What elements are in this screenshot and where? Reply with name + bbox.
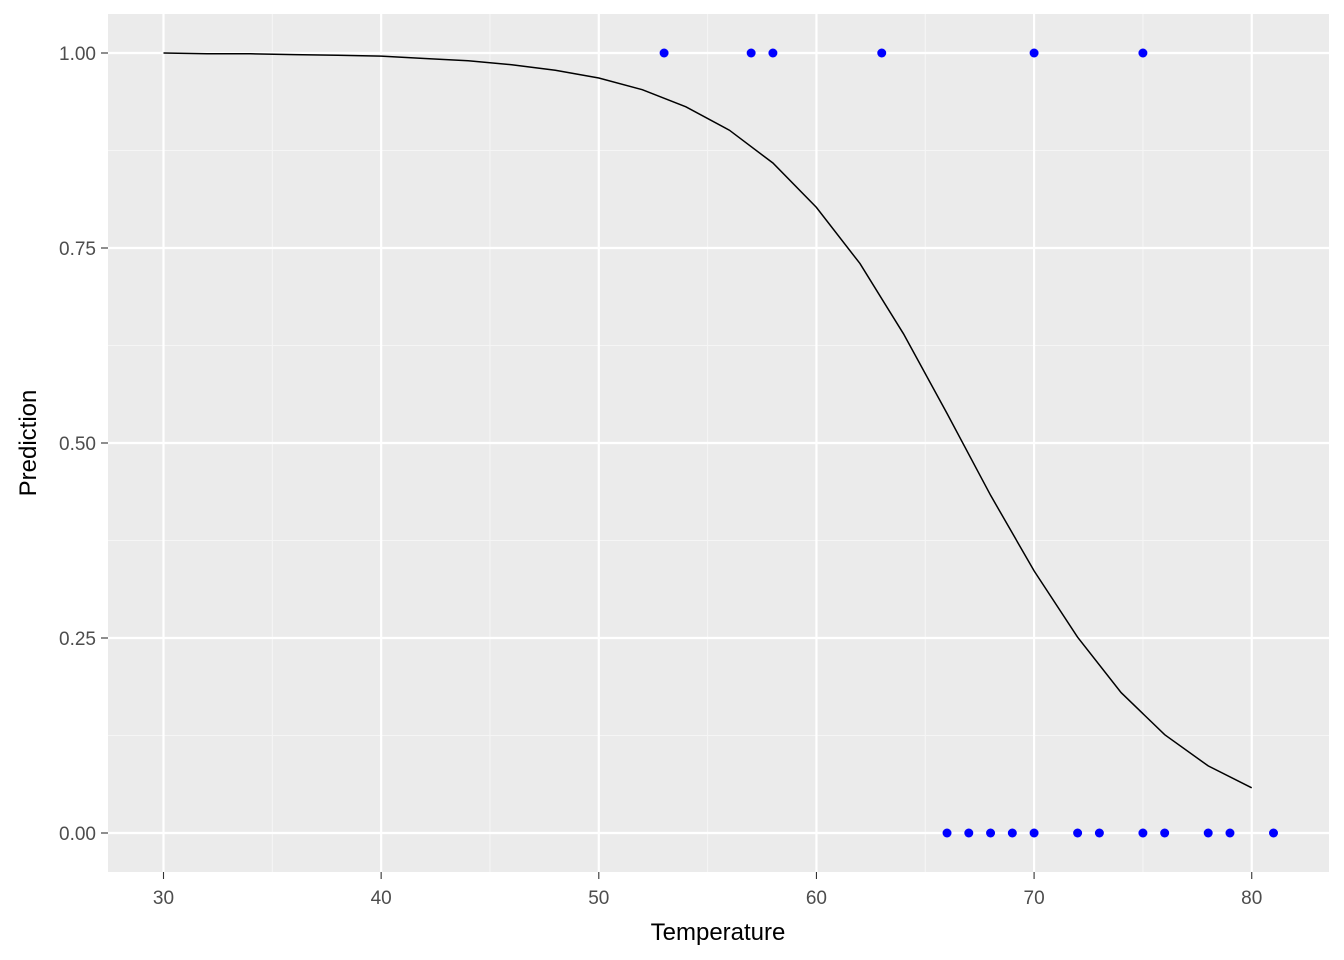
data-point: [1029, 828, 1039, 838]
data-point: [1138, 828, 1148, 838]
x-tick-label: 50: [588, 888, 609, 909]
x-tick-label: 60: [806, 888, 827, 909]
data-point: [768, 48, 778, 58]
data-point: [1160, 828, 1170, 838]
x-tick-label: 40: [371, 888, 392, 909]
data-point: [659, 48, 669, 58]
data-point: [986, 828, 996, 838]
data-point: [1225, 828, 1235, 838]
x-tick-label: 80: [1241, 888, 1262, 909]
data-point: [1269, 828, 1278, 838]
data-point: [746, 48, 756, 58]
y-axis: 0.00 0.25 0.50 0.75 1.00: [59, 44, 108, 845]
data-point: [1029, 48, 1039, 58]
y-tick-label: 0.00: [59, 824, 96, 845]
data-point: [877, 48, 887, 58]
y-tick-label: 0.25: [59, 629, 96, 650]
x-tick-label: 70: [1024, 888, 1045, 909]
data-point: [1073, 828, 1083, 838]
data-point: [1203, 828, 1213, 838]
data-points-layer: [659, 48, 1278, 838]
data-point: [1007, 828, 1017, 838]
fitted-curve-layer: [163, 52, 1253, 789]
data-point: [964, 828, 974, 838]
major-gridlines: [108, 14, 1329, 872]
y-tick-label: 1.00: [59, 44, 96, 65]
y-tick-label: 0.50: [59, 434, 96, 455]
data-point: [942, 828, 952, 838]
x-axis: 30 40 50 60 70 80: [153, 872, 1262, 909]
data-point: [1138, 48, 1148, 58]
x-tick-label: 30: [153, 888, 174, 909]
data-point: [1094, 828, 1104, 838]
y-axis-title: Prediction: [15, 390, 42, 497]
y-tick-label: 0.75: [59, 239, 96, 260]
x-axis-title: Temperature: [651, 919, 786, 946]
fitted-curve: [163, 52, 1253, 789]
